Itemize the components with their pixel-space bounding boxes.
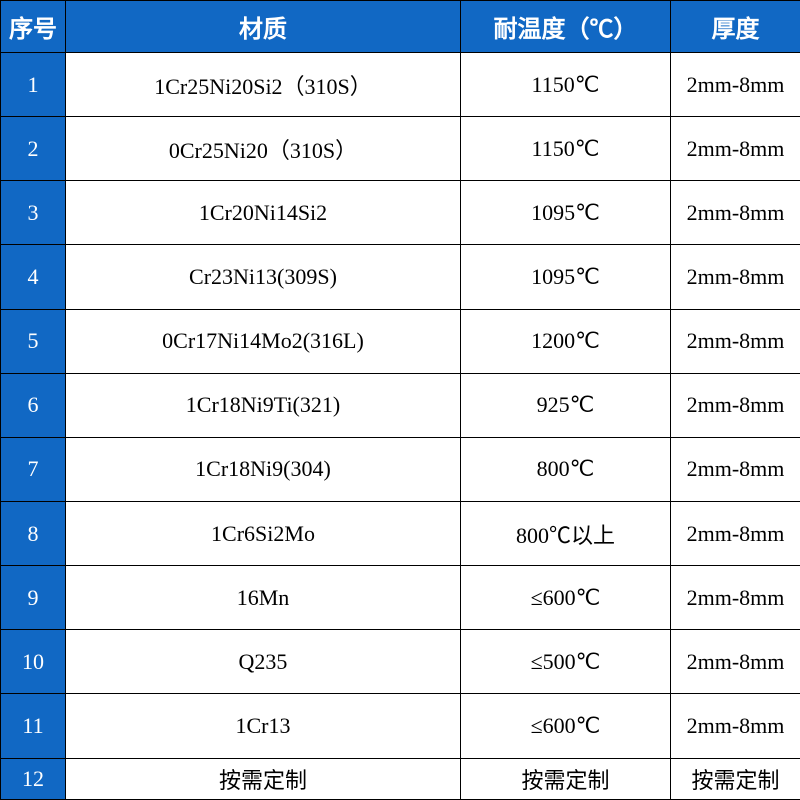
table-row: 7 1Cr18Ni9(304) 800℃ 2mm-8mm — [1, 437, 800, 501]
header-index: 序号 — [1, 1, 66, 53]
cell-index: 5 — [1, 309, 66, 373]
cell-index: 8 — [1, 501, 66, 565]
table-row: 3 1Cr20Ni14Si2 1095℃ 2mm-8mm — [1, 181, 800, 245]
cell-index: 10 — [1, 630, 66, 694]
cell-index: 7 — [1, 437, 66, 501]
header-thickness: 厚度 — [671, 1, 800, 53]
cell-material: 按需定制 — [66, 758, 461, 799]
cell-temperature: 925℃ — [461, 373, 671, 437]
cell-material: Cr23Ni13(309S) — [66, 245, 461, 309]
cell-material: 1Cr18Ni9Ti(321) — [66, 373, 461, 437]
cell-material: 1Cr13 — [66, 694, 461, 758]
table-header-row: 序号 材质 耐温度（℃） 厚度 — [1, 1, 800, 53]
cell-thickness: 2mm-8mm — [671, 117, 800, 181]
header-material: 材质 — [66, 1, 461, 53]
cell-index: 2 — [1, 117, 66, 181]
table-row: 5 0Cr17Ni14Mo2(316L) 1200℃ 2mm-8mm — [1, 309, 800, 373]
cell-index: 1 — [1, 53, 66, 117]
cell-temperature: ≤600℃ — [461, 566, 671, 630]
table-row: 9 16Mn ≤600℃ 2mm-8mm — [1, 566, 800, 630]
table-row: 1 1Cr25Ni20Si2（310S） 1150℃ 2mm-8mm — [1, 53, 800, 117]
cell-temperature: ≤500℃ — [461, 630, 671, 694]
cell-temperature: 1200℃ — [461, 309, 671, 373]
cell-material: 1Cr20Ni14Si2 — [66, 181, 461, 245]
cell-material: Q235 — [66, 630, 461, 694]
cell-temperature: 1095℃ — [461, 245, 671, 309]
cell-thickness: 2mm-8mm — [671, 373, 800, 437]
cell-thickness: 2mm-8mm — [671, 309, 800, 373]
cell-material: 1Cr18Ni9(304) — [66, 437, 461, 501]
cell-index: 11 — [1, 694, 66, 758]
cell-index: 12 — [1, 758, 66, 799]
table-row: 8 1Cr6Si2Mo 800℃以上 2mm-8mm — [1, 501, 800, 565]
cell-index: 9 — [1, 566, 66, 630]
cell-temperature: 按需定制 — [461, 758, 671, 799]
table-row: 12 按需定制 按需定制 按需定制 — [1, 758, 800, 799]
cell-thickness: 2mm-8mm — [671, 630, 800, 694]
cell-thickness: 2mm-8mm — [671, 694, 800, 758]
cell-index: 4 — [1, 245, 66, 309]
table-row: 4 Cr23Ni13(309S) 1095℃ 2mm-8mm — [1, 245, 800, 309]
cell-thickness: 2mm-8mm — [671, 501, 800, 565]
cell-index: 6 — [1, 373, 66, 437]
cell-material: 0Cr17Ni14Mo2(316L) — [66, 309, 461, 373]
materials-table: 序号 材质 耐温度（℃） 厚度 1 1Cr25Ni20Si2（310S） 115… — [0, 0, 800, 800]
cell-material: 16Mn — [66, 566, 461, 630]
header-temperature: 耐温度（℃） — [461, 1, 671, 53]
table-row: 6 1Cr18Ni9Ti(321) 925℃ 2mm-8mm — [1, 373, 800, 437]
cell-temperature: 1150℃ — [461, 117, 671, 181]
cell-temperature: 800℃以上 — [461, 501, 671, 565]
cell-thickness: 2mm-8mm — [671, 245, 800, 309]
cell-material: 1Cr6Si2Mo — [66, 501, 461, 565]
table-body: 1 1Cr25Ni20Si2（310S） 1150℃ 2mm-8mm 2 0Cr… — [1, 53, 800, 800]
cell-temperature: 800℃ — [461, 437, 671, 501]
cell-temperature: 1150℃ — [461, 53, 671, 117]
table-row: 11 1Cr13 ≤600℃ 2mm-8mm — [1, 694, 800, 758]
cell-thickness: 2mm-8mm — [671, 181, 800, 245]
cell-thickness: 按需定制 — [671, 758, 800, 799]
cell-temperature: ≤600℃ — [461, 694, 671, 758]
cell-thickness: 2mm-8mm — [671, 566, 800, 630]
cell-material: 1Cr25Ni20Si2（310S） — [66, 53, 461, 117]
materials-table-wrapper: 序号 材质 耐温度（℃） 厚度 1 1Cr25Ni20Si2（310S） 115… — [0, 0, 800, 800]
cell-temperature: 1095℃ — [461, 181, 671, 245]
cell-index: 3 — [1, 181, 66, 245]
table-row: 10 Q235 ≤500℃ 2mm-8mm — [1, 630, 800, 694]
cell-thickness: 2mm-8mm — [671, 437, 800, 501]
cell-thickness: 2mm-8mm — [671, 53, 800, 117]
table-row: 2 0Cr25Ni20（310S） 1150℃ 2mm-8mm — [1, 117, 800, 181]
cell-material: 0Cr25Ni20（310S） — [66, 117, 461, 181]
